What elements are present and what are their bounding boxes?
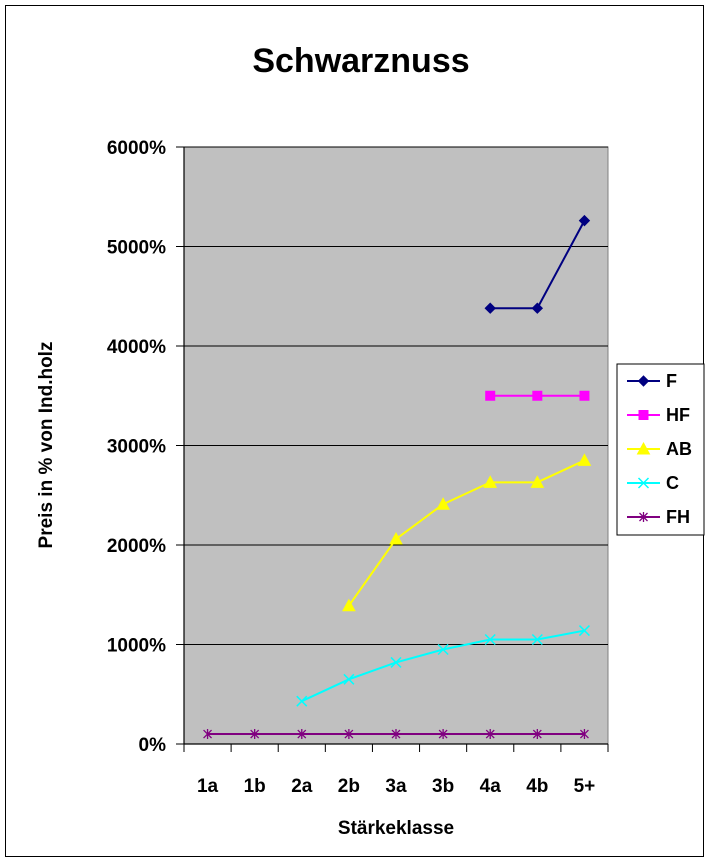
- data-point-ab: [577, 453, 592, 466]
- data-point-c: [578, 625, 590, 637]
- legend-marker: [636, 441, 651, 455]
- data-point-fh: [532, 729, 542, 740]
- data-point-ab: [530, 475, 545, 488]
- data-point-ab: [342, 598, 356, 612]
- y-tick-labels: 0% 1000% 2000% 3000% 4000% 5000% 6000%: [107, 138, 166, 756]
- series-c: [296, 625, 590, 707]
- data-point-f: [578, 214, 591, 227]
- legend-marker: [637, 375, 650, 387]
- series-ab: [342, 453, 592, 612]
- legend-label: AB: [666, 439, 692, 459]
- data-point-c: [437, 643, 449, 656]
- x-tick-label: 1b: [244, 776, 266, 797]
- legend-label: FH: [666, 507, 690, 527]
- x-tick-label: 4b: [526, 776, 548, 797]
- legend-marker: [639, 512, 648, 522]
- legend-item-ab: AB: [627, 439, 692, 459]
- data-point-fh: [485, 729, 495, 740]
- data-point-c: [484, 633, 496, 646]
- x-tick-label: 2a: [291, 776, 313, 797]
- data-point-c: [296, 695, 308, 707]
- data-point-f: [531, 302, 544, 314]
- x-tick-label: 3a: [385, 776, 407, 797]
- y-tick-label: 4000%: [107, 337, 166, 358]
- x-tick-label: 3b: [432, 776, 454, 797]
- data-point-ab: [483, 475, 498, 488]
- legend-item-hf: HF: [627, 405, 690, 425]
- legend-label: HF: [666, 405, 690, 425]
- legend-label: F: [666, 371, 677, 391]
- x-tick-label: 5+: [574, 776, 596, 797]
- y-tick-label: 5000%: [107, 238, 166, 259]
- x-tick-label: 1a: [197, 776, 219, 797]
- data-point-hf: [485, 390, 496, 401]
- y-tick-label: 6000%: [107, 138, 166, 159]
- series-fh: [203, 729, 589, 740]
- y-tick-label: 1000%: [107, 636, 166, 657]
- axes: [176, 146, 609, 752]
- y-tick-label: 0%: [139, 735, 167, 756]
- data-point-ab: [389, 531, 403, 545]
- data-point-fh: [438, 729, 448, 740]
- data-point-fh: [203, 729, 213, 740]
- x-tick-label: 4a: [480, 776, 502, 797]
- data-point-c: [343, 673, 355, 685]
- series-hf: [485, 390, 590, 401]
- chart-title: Schwarznuss: [252, 42, 469, 80]
- gridlines: [184, 146, 608, 645]
- legend-item-c: C: [627, 473, 679, 493]
- data-point-f: [484, 302, 496, 314]
- data-point-hf: [532, 390, 543, 401]
- legend-label: C: [666, 473, 679, 493]
- legend-item-fh: FH: [627, 507, 690, 527]
- data-point-c: [390, 656, 402, 668]
- legend: F HF AB C FH: [627, 371, 692, 527]
- data-point-fh: [297, 729, 307, 740]
- y-axis-title: Preis in % von Ind.holz: [36, 342, 57, 549]
- data-point-c: [531, 633, 543, 646]
- series-group: [203, 214, 592, 740]
- x-axis-title: Stärkeklasse: [338, 818, 454, 839]
- y-tick-label: 2000%: [107, 536, 166, 557]
- series-f: [484, 214, 591, 314]
- legend-marker: [638, 410, 649, 420]
- x-tick-labels: 1a 1b 2a 2b 3a 3b 4a 4b 5+: [197, 776, 595, 797]
- data-point-fh: [391, 729, 401, 740]
- y-tick-label: 3000%: [107, 437, 166, 458]
- legend-item-f: F: [627, 371, 677, 391]
- data-point-fh: [579, 729, 589, 740]
- data-point-hf: [579, 390, 590, 401]
- x-tick-label: 2b: [338, 776, 360, 797]
- data-point-fh: [250, 729, 260, 740]
- series-line-ab: [348, 459, 585, 607]
- legend-marker: [637, 477, 650, 489]
- data-point-fh: [344, 729, 354, 740]
- data-point-ab: [436, 497, 450, 510]
